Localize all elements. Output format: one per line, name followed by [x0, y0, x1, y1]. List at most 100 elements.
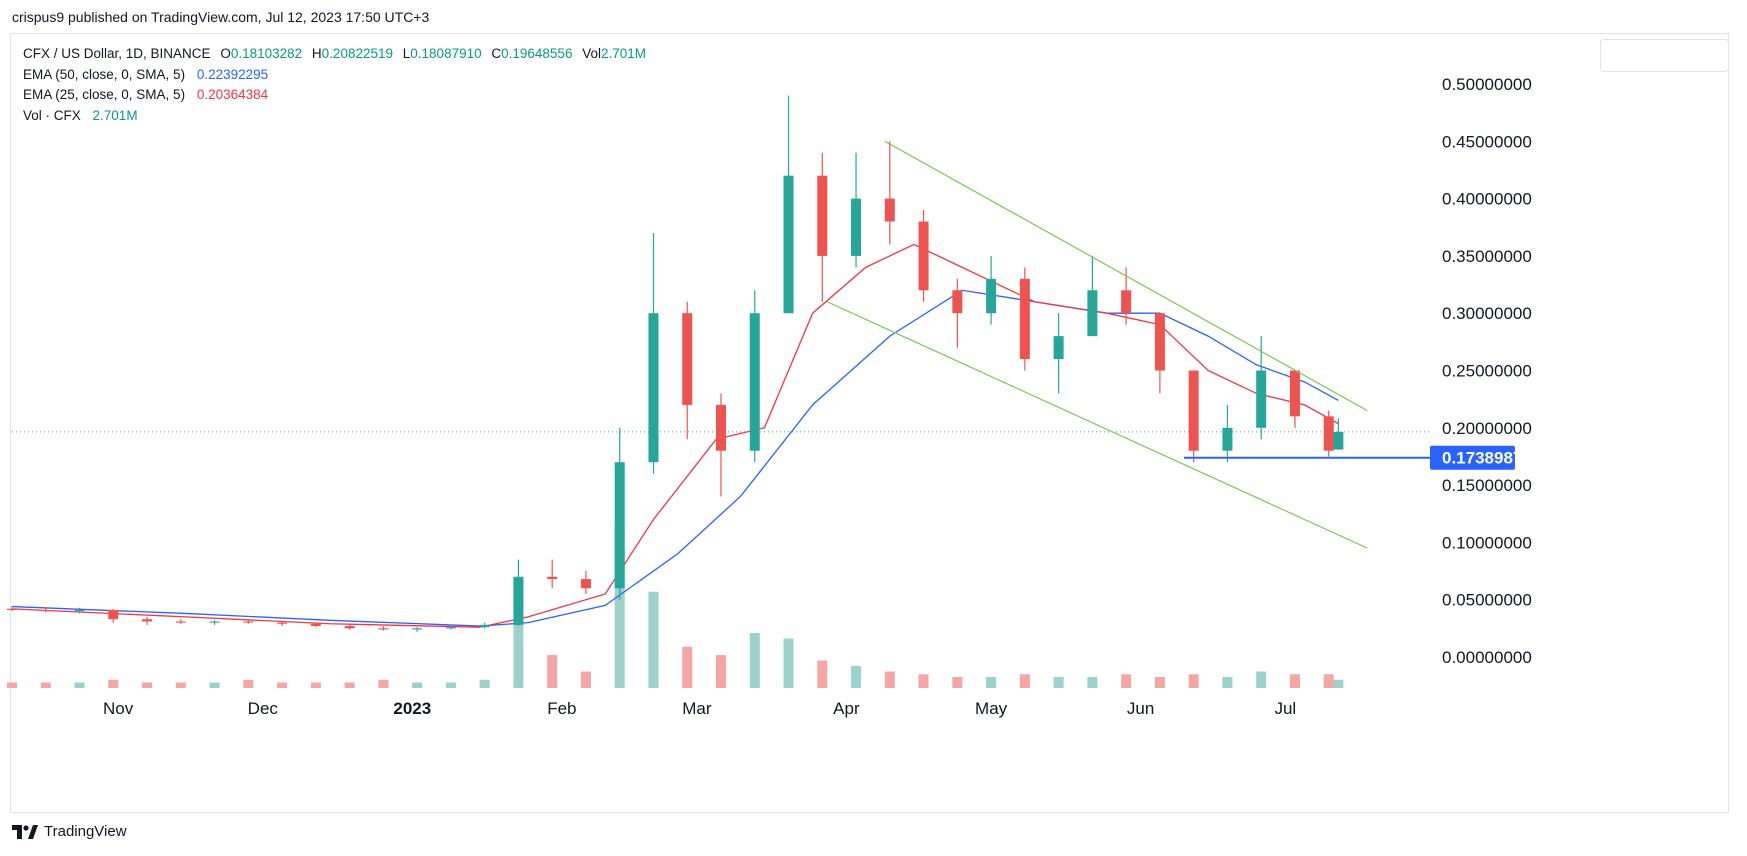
- volume-bar: [310, 682, 321, 688]
- volume-bar: [580, 671, 591, 688]
- candle-body: [243, 621, 254, 623]
- candle-body: [1154, 313, 1165, 371]
- y-tick-label: 0.35000000: [1442, 247, 1532, 266]
- tradingview-brand[interactable]: TradingView: [44, 823, 127, 840]
- channel-upper-line: [884, 140, 1368, 412]
- candle-body: [108, 610, 119, 620]
- volume-bar: [243, 679, 254, 688]
- volume-bar: [1333, 679, 1344, 688]
- volume-label[interactable]: Vol · CFX: [23, 107, 81, 123]
- volume-bar: [1188, 674, 1199, 688]
- x-tick-label: Jun: [1127, 699, 1154, 718]
- volume-bar: [108, 679, 119, 688]
- open-value: 0.18103282: [230, 46, 303, 61]
- y-tick-label: 0.05000000: [1442, 591, 1532, 610]
- candle-body: [1087, 290, 1098, 337]
- y-tick-label: 0.30000000: [1442, 304, 1532, 323]
- candle-body: [7, 608, 17, 611]
- volume-bar: [682, 646, 693, 688]
- ema50-value: 0.22392295: [196, 66, 269, 82]
- volume-bar: [175, 682, 186, 688]
- candle-body: [1019, 278, 1030, 360]
- volume-bar: [716, 655, 726, 688]
- y-tick-label: 0.15000000: [1442, 476, 1532, 495]
- x-tick-label: Jul: [1274, 699, 1296, 718]
- volume-bar: [7, 682, 17, 688]
- volume-bar: [614, 523, 625, 688]
- x-tick-label: Mar: [682, 699, 712, 718]
- volume-bar: [1256, 671, 1267, 688]
- ema50-line: [11, 289, 1339, 627]
- candle-body: [209, 621, 220, 623]
- ema25-line: [11, 243, 1339, 628]
- publisher-line: crispus9 published on TradingView.com, J…: [12, 9, 430, 25]
- volume-bar: [479, 679, 490, 688]
- volume-bar: [783, 638, 794, 688]
- y-tick-label: 0.45000000: [1442, 132, 1532, 151]
- candle-body: [682, 313, 693, 405]
- volume-bar: [1289, 674, 1300, 688]
- volume-bar: [884, 671, 895, 688]
- x-tick-label: Nov: [103, 699, 134, 718]
- candle-body: [1323, 416, 1334, 451]
- high-key: H: [311, 46, 322, 61]
- candle-body: [817, 175, 828, 256]
- candle-body: [142, 619, 153, 622]
- candle-body: [310, 623, 321, 627]
- ema25-label[interactable]: EMA (25, close, 0, SMA, 5): [23, 87, 186, 102]
- volume-bar: [344, 682, 355, 688]
- volume-bar: [749, 633, 760, 688]
- volume-bar: [1053, 677, 1064, 688]
- chart-frame: [10, 33, 1729, 813]
- volume-bar: [412, 682, 423, 688]
- volume-bar: [1154, 677, 1165, 688]
- candle-body: [40, 610, 51, 612]
- candle-body: [884, 198, 895, 222]
- symbol-row: CFX / US Dollar, 1D, BINANCE O0.18103282…: [23, 44, 646, 65]
- volume-bar: [1087, 677, 1098, 688]
- low-value: 0.18087910: [410, 46, 482, 61]
- candle-body: [749, 313, 760, 451]
- candle-body: [851, 198, 862, 256]
- volume-bar: [817, 660, 828, 688]
- volume-bar: [851, 666, 862, 688]
- volume-bar: [513, 578, 524, 688]
- symbol-label[interactable]: CFX / US Dollar, 1D, BINANCE: [23, 46, 211, 61]
- y-tick-label: 0.20000000: [1442, 419, 1532, 438]
- candle-body: [1222, 427, 1233, 451]
- x-tick-label: Feb: [547, 699, 576, 718]
- candle-body: [74, 610, 85, 612]
- ema50-row: EMA (50, close, 0, SMA, 5) 0.22392295: [23, 65, 646, 86]
- candle-body: [1289, 370, 1300, 417]
- candle-body: [648, 313, 659, 463]
- vol-value: 2.701M: [601, 46, 647, 61]
- candle-body: [952, 290, 963, 314]
- y-tick-label: 0.25000000: [1442, 362, 1532, 381]
- volume-bar: [952, 677, 963, 688]
- volume-bar: [547, 655, 558, 688]
- high-value: 0.20822519: [321, 46, 393, 61]
- candle-body: [1121, 290, 1132, 314]
- x-tick-label: 2023: [393, 699, 431, 718]
- candle-body: [1333, 431, 1344, 450]
- tradingview-logo-icon: [12, 824, 38, 839]
- close-key: C: [491, 46, 502, 61]
- candle-body: [1188, 370, 1199, 451]
- volume-bar: [1323, 674, 1334, 688]
- volume-bar: [277, 682, 288, 688]
- open-key: O: [220, 46, 231, 61]
- chart-legend: CFX / US Dollar, 1D, BINANCE O0.18103282…: [23, 44, 646, 126]
- volume-bar: [648, 591, 659, 688]
- channel-lower-line: [826, 301, 1368, 549]
- candle-body: [513, 576, 524, 625]
- ema50-label[interactable]: EMA (50, close, 0, SMA, 5): [23, 66, 186, 82]
- volume-bar: [378, 679, 389, 688]
- candle-body: [918, 221, 929, 291]
- volume-bar: [986, 677, 997, 688]
- scale-settings-box[interactable]: [1600, 39, 1729, 72]
- volume-bar: [1121, 674, 1132, 688]
- candle-body: [1256, 370, 1267, 428]
- candle-body: [175, 621, 186, 623]
- candle-body: [614, 462, 625, 589]
